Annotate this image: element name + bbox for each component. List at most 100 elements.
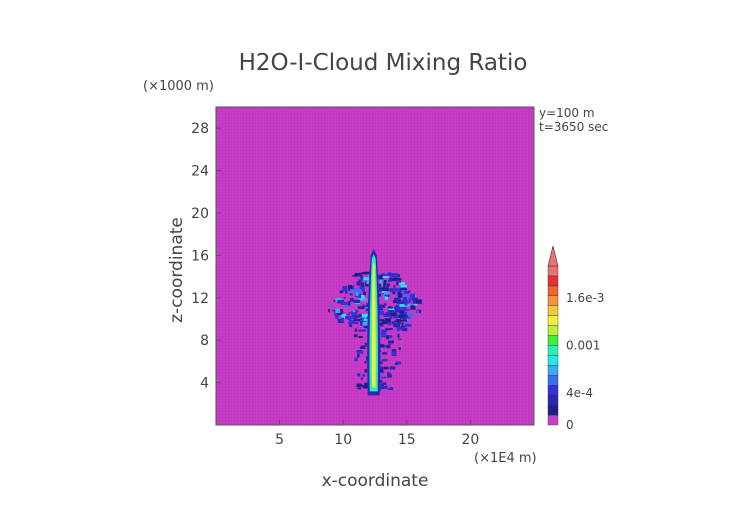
cloud-cell bbox=[381, 382, 387, 385]
cloud-cell bbox=[358, 293, 362, 299]
cloud-cell bbox=[359, 350, 364, 354]
cloud-cell bbox=[384, 318, 391, 323]
y-tick-label: 8 bbox=[200, 333, 209, 349]
cloud-cell bbox=[378, 308, 383, 311]
cloud-cell bbox=[390, 288, 398, 291]
y-tick-label: 20 bbox=[191, 206, 209, 222]
colorbar-swatch bbox=[547, 335, 559, 346]
cloud-cell bbox=[358, 306, 365, 309]
cloud-cell bbox=[344, 303, 350, 308]
y-tick-label: 28 bbox=[191, 121, 209, 137]
colorbar-tick-label: 1.6e-3 bbox=[566, 291, 604, 305]
cloud-cell bbox=[361, 329, 367, 332]
cloud-cell bbox=[359, 317, 366, 322]
colorbar: 0 4e-4 0.001 1.6e-3 bbox=[547, 245, 604, 432]
colorbar-tick-label: 0 bbox=[566, 418, 574, 432]
cloud-cell bbox=[360, 320, 364, 325]
x-axis-label: x-coordinate bbox=[322, 471, 429, 491]
cloud-cell bbox=[399, 315, 405, 320]
cloud-cell bbox=[389, 272, 392, 277]
cloud-cell bbox=[382, 329, 387, 334]
plot-frame bbox=[215, 106, 535, 426]
cloud-cell bbox=[328, 308, 331, 313]
cloud-cell bbox=[410, 305, 416, 310]
cloud-cell bbox=[353, 334, 358, 338]
cloud-cell bbox=[394, 297, 401, 303]
cloud-cell bbox=[362, 288, 365, 292]
cloud-cell bbox=[389, 316, 392, 320]
cloud-cell bbox=[395, 363, 398, 366]
cloud-cell bbox=[383, 366, 389, 370]
y-tick-label: 4 bbox=[200, 376, 209, 392]
annotation-y-position: y=100 m bbox=[539, 106, 595, 120]
cloud-cell bbox=[402, 319, 408, 322]
cloud-cell bbox=[377, 275, 384, 279]
cloud-cell bbox=[404, 290, 408, 294]
x-tick-label: 15 bbox=[398, 432, 416, 448]
cloud-cell bbox=[356, 383, 362, 388]
cloud-cell bbox=[395, 287, 403, 292]
cloud-cell bbox=[401, 294, 409, 298]
cloud-cell bbox=[378, 361, 383, 365]
y-tick-label: 12 bbox=[191, 291, 209, 307]
cloud-cell bbox=[342, 285, 348, 291]
cloud-cell bbox=[404, 301, 410, 304]
y-axis: 4 8 12 16 20 24 28 bbox=[191, 121, 221, 392]
cloud-cell bbox=[353, 288, 360, 293]
colorbar-swatch bbox=[547, 355, 559, 366]
cloud-cell bbox=[396, 329, 400, 332]
cloud-cell bbox=[360, 318, 363, 321]
cloud-cell bbox=[394, 308, 401, 313]
cloud-cell bbox=[396, 277, 402, 281]
cloud-cell bbox=[384, 293, 388, 297]
cloud-cell bbox=[396, 281, 399, 286]
cloud-cell bbox=[390, 312, 397, 317]
chart-title: H2O-I-Cloud Mixing Ratio bbox=[239, 50, 528, 76]
annotation-time: t=3650 sec bbox=[539, 120, 608, 134]
cloud-cell bbox=[345, 316, 352, 320]
cloud-cell bbox=[341, 289, 348, 292]
cloud-cell bbox=[387, 334, 391, 339]
cloud-cell bbox=[357, 387, 362, 390]
cloud-cell bbox=[391, 321, 395, 324]
cloud-cell bbox=[379, 279, 385, 284]
cloud-cell bbox=[398, 282, 405, 285]
colorbar-swatch bbox=[547, 375, 559, 386]
cloud-cell bbox=[362, 305, 370, 308]
cloud-cell bbox=[389, 277, 393, 280]
cloud-cell bbox=[416, 310, 419, 313]
cloud-cell bbox=[383, 280, 387, 285]
cloud-cell bbox=[408, 304, 411, 307]
cloud-cell bbox=[377, 310, 385, 315]
cloud-cell bbox=[380, 335, 387, 338]
cloud-cell bbox=[350, 289, 356, 292]
cloud-cell bbox=[341, 314, 347, 319]
cloud-cell bbox=[332, 309, 336, 312]
cloud-cell bbox=[355, 322, 359, 325]
colorbar-swatch bbox=[547, 394, 559, 406]
cloud-cell bbox=[390, 274, 395, 277]
cloud-cell bbox=[392, 291, 396, 295]
cloud-cell bbox=[351, 314, 355, 319]
cloud-cell bbox=[388, 288, 392, 292]
colorbar-swatch bbox=[547, 275, 559, 287]
cloud-cell bbox=[400, 285, 408, 289]
cloud-cell bbox=[358, 297, 364, 302]
updraft-core-inner bbox=[371, 263, 376, 388]
cloud-cell bbox=[397, 320, 400, 325]
cloud-cell bbox=[334, 311, 340, 316]
cloud-cell bbox=[379, 289, 382, 293]
cloud-cell bbox=[388, 342, 391, 347]
cloud-cell bbox=[388, 320, 392, 326]
cloud-cell bbox=[364, 360, 367, 364]
cloud-cell bbox=[379, 287, 384, 292]
cloud-cell bbox=[348, 321, 351, 325]
cloud-cell bbox=[354, 272, 361, 277]
cloud-cell bbox=[401, 313, 405, 316]
cloud-cell bbox=[401, 322, 404, 325]
x-axis: 5 10 15 20 bbox=[275, 420, 479, 448]
cloud-cell bbox=[390, 386, 393, 391]
cloud-cell bbox=[356, 281, 361, 285]
cloud-cell bbox=[362, 374, 365, 377]
cloud-cell bbox=[346, 313, 350, 316]
